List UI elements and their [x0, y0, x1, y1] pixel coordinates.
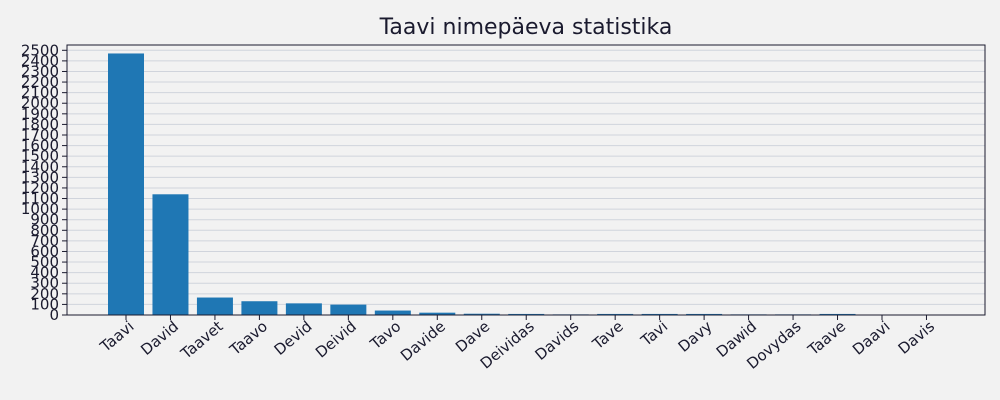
x-tick-label-devid: Devid: [271, 317, 316, 359]
y-axis-ticks: 0100200300400500600700800900100011001200…: [21, 41, 67, 324]
bar-tavo: [374, 310, 411, 315]
y-tick-label: 1500: [21, 147, 59, 165]
y-tick-label: 100: [30, 295, 59, 313]
x-tick-label-taavi: Taavi: [96, 317, 138, 356]
y-tick-label: 900: [30, 211, 59, 229]
bar-tave: [597, 313, 634, 315]
x-tick-label-daavi: Daavi: [849, 317, 893, 358]
y-tick-label: 600: [30, 242, 59, 260]
bar-tavi: [641, 313, 678, 315]
x-tick-label-tavi: Tavi: [637, 317, 671, 350]
y-tick-label: 2200: [21, 73, 59, 91]
x-tick-label-davide: Davide: [397, 317, 449, 365]
y-tick-label: 2500: [21, 41, 59, 59]
bar-deivid: [330, 304, 367, 315]
chart-title: Taavi nimepäeva statistika: [379, 15, 673, 40]
y-tick-label: 1700: [21, 126, 59, 144]
bar-david: [152, 194, 189, 315]
y-tick-label: 400: [30, 264, 59, 282]
y-tick-label: 1100: [21, 190, 59, 208]
y-tick-label: 0: [49, 306, 59, 324]
x-tick-label-davids: Davids: [532, 317, 583, 364]
x-tick-label-taavet: Taavet: [177, 317, 227, 363]
y-tick-label: 2400: [21, 52, 59, 70]
y-tick-label: 2100: [21, 84, 59, 102]
bar-davy: [686, 313, 723, 315]
bar-taavo: [241, 301, 278, 315]
x-tick-label-tave: Tave: [588, 317, 626, 353]
y-tick-label: 1400: [21, 158, 59, 176]
y-tick-label: 1200: [21, 179, 59, 197]
y-tick-label: 1800: [21, 115, 59, 133]
bars: [108, 53, 945, 316]
x-tick-label-david: David: [137, 317, 182, 359]
grid-lines: [67, 49, 985, 316]
bar-devid: [285, 303, 322, 315]
y-tick-label: 2300: [21, 62, 59, 80]
bar-dave: [463, 313, 500, 315]
bar-taavet: [196, 297, 233, 315]
plot-frame: [66, 44, 986, 316]
bar-davide: [419, 312, 456, 315]
x-tick-label-taave: Taave: [804, 317, 849, 359]
x-tick-label-davy: Davy: [675, 317, 716, 356]
bar-deividas: [508, 313, 545, 315]
bar-taave: [819, 313, 856, 315]
y-tick-label: 700: [30, 232, 59, 250]
x-tick-label-davis: Davis: [895, 317, 939, 358]
x-tick-label-taavo: Taavo: [226, 317, 271, 359]
y-tick-label: 300: [30, 274, 59, 292]
bar-taavi: [108, 53, 144, 316]
y-tick-label: 1300: [21, 168, 59, 186]
y-tick-label: 1900: [21, 105, 59, 123]
y-tick-label: 500: [30, 253, 59, 271]
y-tick-label: 1600: [21, 137, 59, 155]
y-tick-label: 1000: [21, 200, 59, 218]
x-tick-label-tavo: Tavo: [366, 317, 404, 353]
y-tick-label: 200: [30, 285, 59, 303]
x-tick-label-deivid: Deivid: [312, 317, 360, 361]
y-tick-label: 800: [30, 221, 59, 239]
y-tick-label: 2000: [21, 94, 59, 112]
